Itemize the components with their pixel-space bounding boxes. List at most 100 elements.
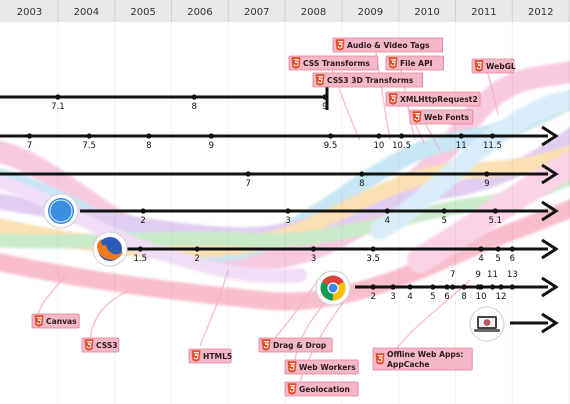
version-dot [509, 246, 515, 252]
version-dot [384, 208, 390, 214]
arrow-head [541, 276, 559, 298]
year-label: 2004 [74, 7, 99, 18]
browser-icons [43, 193, 505, 342]
html5-icon-shield [388, 57, 398, 69]
version-dot [492, 208, 498, 214]
version-label: 7 [27, 141, 32, 151]
html5-icon-5 [193, 352, 199, 360]
year-label: 2008 [301, 7, 326, 18]
version-dot [370, 284, 376, 290]
chromebook-icon-base [474, 329, 500, 332]
html5-icon [287, 383, 297, 395]
html5-icon-5 [414, 113, 420, 121]
feature-leader-8 [329, 63, 361, 141]
browser-line-chrome: 2 3 4 5 6 7 8 9 10 11 12 13 [355, 270, 559, 302]
version-label: 8 [359, 179, 364, 189]
version-label: 11.5 [483, 141, 502, 151]
version-label: 3 [390, 292, 395, 302]
version-label: 8 [461, 292, 466, 302]
html5-icon [315, 74, 325, 86]
browser-line-internet-explorer: 7.1 8 9 [0, 84, 329, 112]
version-dot [208, 133, 214, 139]
version-label: 3.5 [366, 254, 380, 264]
version-label: 6 [444, 292, 449, 302]
chrome-icon-center [328, 283, 338, 293]
feature-tag-label: Audio & Video Tags [347, 41, 430, 50]
html5-icon-5 [263, 341, 269, 349]
chromebook-icon [469, 306, 505, 342]
version-label: 10 [476, 292, 487, 302]
version-label: 11 [487, 270, 498, 280]
html5-icon-5 [377, 355, 383, 363]
html5-icon [84, 339, 94, 351]
version-label: 2 [370, 292, 375, 302]
version-dot [140, 208, 146, 214]
version-label: 9 [322, 102, 327, 112]
feature-tag: CSS Transforms [288, 55, 379, 71]
feature-tag: Audio & Video Tags [332, 37, 443, 53]
html5-icon-shield [287, 383, 297, 395]
feature-tag: CSS3 3D Transforms [312, 72, 423, 88]
version-label: 7.1 [51, 102, 65, 112]
version-dot [146, 133, 152, 139]
version-dot [430, 284, 436, 290]
version-label: 2 [140, 216, 145, 226]
version-dot [322, 94, 328, 100]
feature-tags: CSS Transforms Audio & Video Tags CSS3 3D … [31, 37, 516, 397]
version-label: 13 [507, 270, 518, 280]
html5-icon-shield [335, 39, 345, 51]
feature-tag-box [258, 337, 333, 353]
version-label: 6 [510, 254, 515, 264]
version-dot [137, 246, 143, 252]
html5-icon [388, 93, 398, 105]
version-label: 9 [209, 141, 214, 151]
feature-tag-label: XMLHttpRequest2 [400, 95, 478, 104]
feature-tag-label: CSS3 [96, 341, 118, 350]
version-label: 2 [194, 254, 199, 264]
html5-icon-5 [476, 62, 482, 70]
html5-icon-shield [84, 339, 94, 351]
version-dot [489, 284, 496, 290]
feature-tag-box [284, 359, 359, 375]
feature-tag: Canvas [31, 313, 80, 329]
version-label: 5.1 [489, 216, 503, 226]
version-label: 5 [430, 292, 435, 302]
html5-icon [261, 339, 271, 351]
feature-tag-label-line2: AppCache [387, 360, 430, 369]
version-dot [444, 284, 450, 290]
version-label: 4 [407, 292, 412, 302]
version-label: 7 [246, 179, 251, 189]
ribbon-7 [370, 90, 570, 240]
version-dot [26, 133, 33, 139]
feature-tag: Web Fonts [409, 109, 474, 125]
version-label: 7.5 [82, 141, 96, 151]
html5-icon-5 [36, 317, 42, 325]
feature-tag-label: Offline Web Apps: [387, 350, 463, 359]
version-label: 12 [496, 292, 507, 302]
html5-icon [412, 111, 422, 123]
html5-icon-shield [287, 361, 297, 373]
html5-icon [34, 315, 44, 327]
feature-tag-label: Web Fonts [424, 113, 469, 122]
version-label: 4 [478, 254, 483, 264]
version-dot [285, 208, 291, 214]
arrow-head [541, 200, 559, 222]
feature-tag: File API [385, 55, 444, 71]
html5-icon [287, 361, 297, 373]
html5-icon-5 [289, 363, 295, 371]
year-label: 2012 [528, 7, 553, 18]
browser-release-lines: 7.1 8 9 7 7.5 8 9 9.5 10 10.5 11 11.5 7 8 9 2 3 4 5 5.1 1.5 2… [0, 84, 559, 334]
html5-icon-5 [293, 59, 299, 67]
version-label: 9.5 [324, 141, 338, 151]
html5-icon-shield [291, 57, 301, 69]
year-label: 2007 [244, 7, 269, 18]
feature-tag-label: WebGL [486, 62, 516, 71]
feature-tag-box [31, 313, 80, 329]
feature-tag-label: Drag & Drop [273, 341, 327, 350]
feature-tag: Web Workers [284, 359, 359, 375]
year-label: 2003 [17, 7, 42, 18]
version-dot [370, 246, 376, 252]
version-dot [498, 284, 504, 290]
